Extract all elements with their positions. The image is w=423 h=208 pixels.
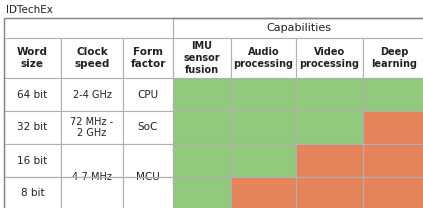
Bar — [123, 144, 173, 177]
Bar — [296, 144, 363, 177]
Bar — [296, 78, 363, 111]
Bar — [363, 38, 423, 78]
Text: Video
processing: Video processing — [299, 47, 360, 69]
Bar — [363, 111, 423, 144]
Bar — [231, 111, 296, 144]
Bar — [61, 144, 123, 177]
Text: MCU: MCU — [136, 172, 160, 182]
Bar — [363, 177, 423, 208]
Text: IMU
sensor
fusion: IMU sensor fusion — [184, 41, 220, 75]
Text: Capabilities: Capabilities — [266, 23, 332, 33]
Bar — [61, 78, 123, 111]
Bar — [4, 144, 61, 177]
Bar — [173, 111, 231, 144]
Bar — [363, 78, 423, 111]
Bar — [173, 18, 423, 38]
Bar — [123, 177, 173, 208]
Bar — [4, 111, 61, 144]
Bar — [173, 144, 231, 177]
Text: Audio
processing: Audio processing — [233, 47, 294, 69]
Bar — [296, 38, 363, 78]
Bar — [61, 177, 123, 208]
Text: SoC: SoC — [138, 123, 158, 132]
Bar — [231, 38, 296, 78]
Bar — [123, 111, 173, 144]
Text: Deep
learning: Deep learning — [371, 47, 417, 69]
Bar — [4, 18, 173, 208]
Bar — [296, 177, 363, 208]
Bar — [173, 78, 231, 111]
Bar — [123, 38, 173, 78]
Bar — [296, 111, 363, 144]
Text: 4-7 MHz: 4-7 MHz — [72, 172, 112, 182]
Text: 2-4 GHz: 2-4 GHz — [73, 89, 111, 99]
Bar — [231, 78, 296, 111]
Bar — [173, 38, 231, 78]
Bar — [231, 144, 296, 177]
Text: CPU: CPU — [137, 89, 159, 99]
Text: 64 bit: 64 bit — [17, 89, 48, 99]
Text: 32 bit: 32 bit — [17, 123, 48, 132]
Bar — [61, 111, 123, 144]
Bar — [123, 78, 173, 111]
Text: Word
size: Word size — [17, 47, 48, 69]
Text: 8 bit: 8 bit — [21, 188, 44, 198]
Text: Form
factor: Form factor — [130, 47, 166, 69]
Text: Clock
speed: Clock speed — [74, 47, 110, 69]
Bar — [4, 38, 61, 78]
Text: IDTechEx: IDTechEx — [6, 5, 53, 15]
Bar — [231, 177, 296, 208]
Text: 16 bit: 16 bit — [17, 156, 48, 166]
Bar — [363, 144, 423, 177]
Bar — [173, 177, 231, 208]
Text: 72 MHz -
2 GHz: 72 MHz - 2 GHz — [71, 117, 113, 138]
Bar — [4, 177, 61, 208]
Bar — [61, 38, 123, 78]
Bar — [4, 78, 61, 111]
